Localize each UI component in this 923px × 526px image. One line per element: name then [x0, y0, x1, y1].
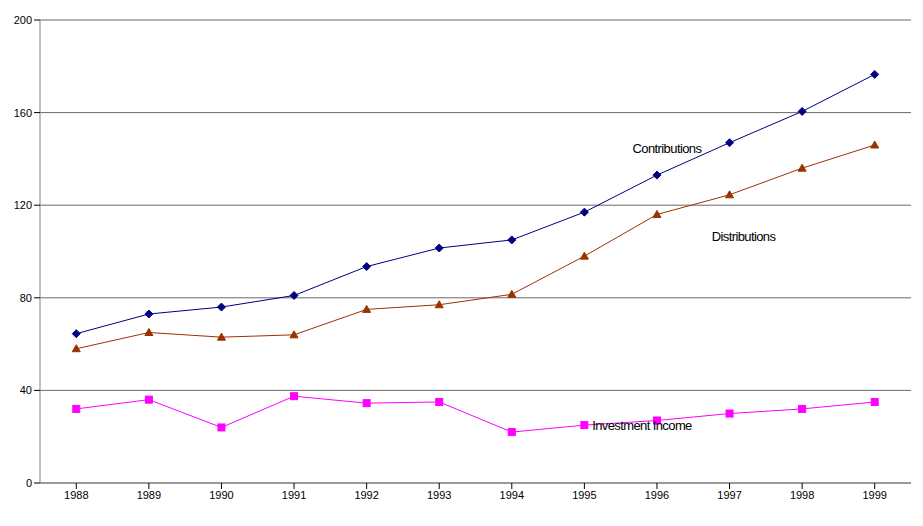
- svg-text:40: 40: [20, 384, 32, 396]
- svg-text:1995: 1995: [572, 489, 596, 501]
- svg-text:1992: 1992: [354, 489, 378, 501]
- svg-text:1988: 1988: [64, 489, 88, 501]
- svg-text:1993: 1993: [427, 489, 451, 501]
- svg-text:0: 0: [26, 477, 32, 489]
- svg-text:1994: 1994: [500, 489, 524, 501]
- svg-text:80: 80: [20, 292, 32, 304]
- svg-text:Contributions: Contributions: [633, 141, 703, 156]
- svg-text:200: 200: [14, 14, 32, 26]
- svg-text:Distributions: Distributions: [712, 229, 777, 244]
- svg-text:1996: 1996: [645, 489, 669, 501]
- svg-text:1989: 1989: [137, 489, 161, 501]
- svg-text:1991: 1991: [282, 489, 306, 501]
- svg-text:1990: 1990: [209, 489, 233, 501]
- svg-text:Investment Income: Investment Income: [592, 418, 692, 433]
- svg-text:1998: 1998: [790, 489, 814, 501]
- svg-text:1997: 1997: [717, 489, 741, 501]
- svg-text:1999: 1999: [862, 489, 886, 501]
- svg-text:120: 120: [14, 199, 32, 211]
- svg-text:160: 160: [14, 107, 32, 119]
